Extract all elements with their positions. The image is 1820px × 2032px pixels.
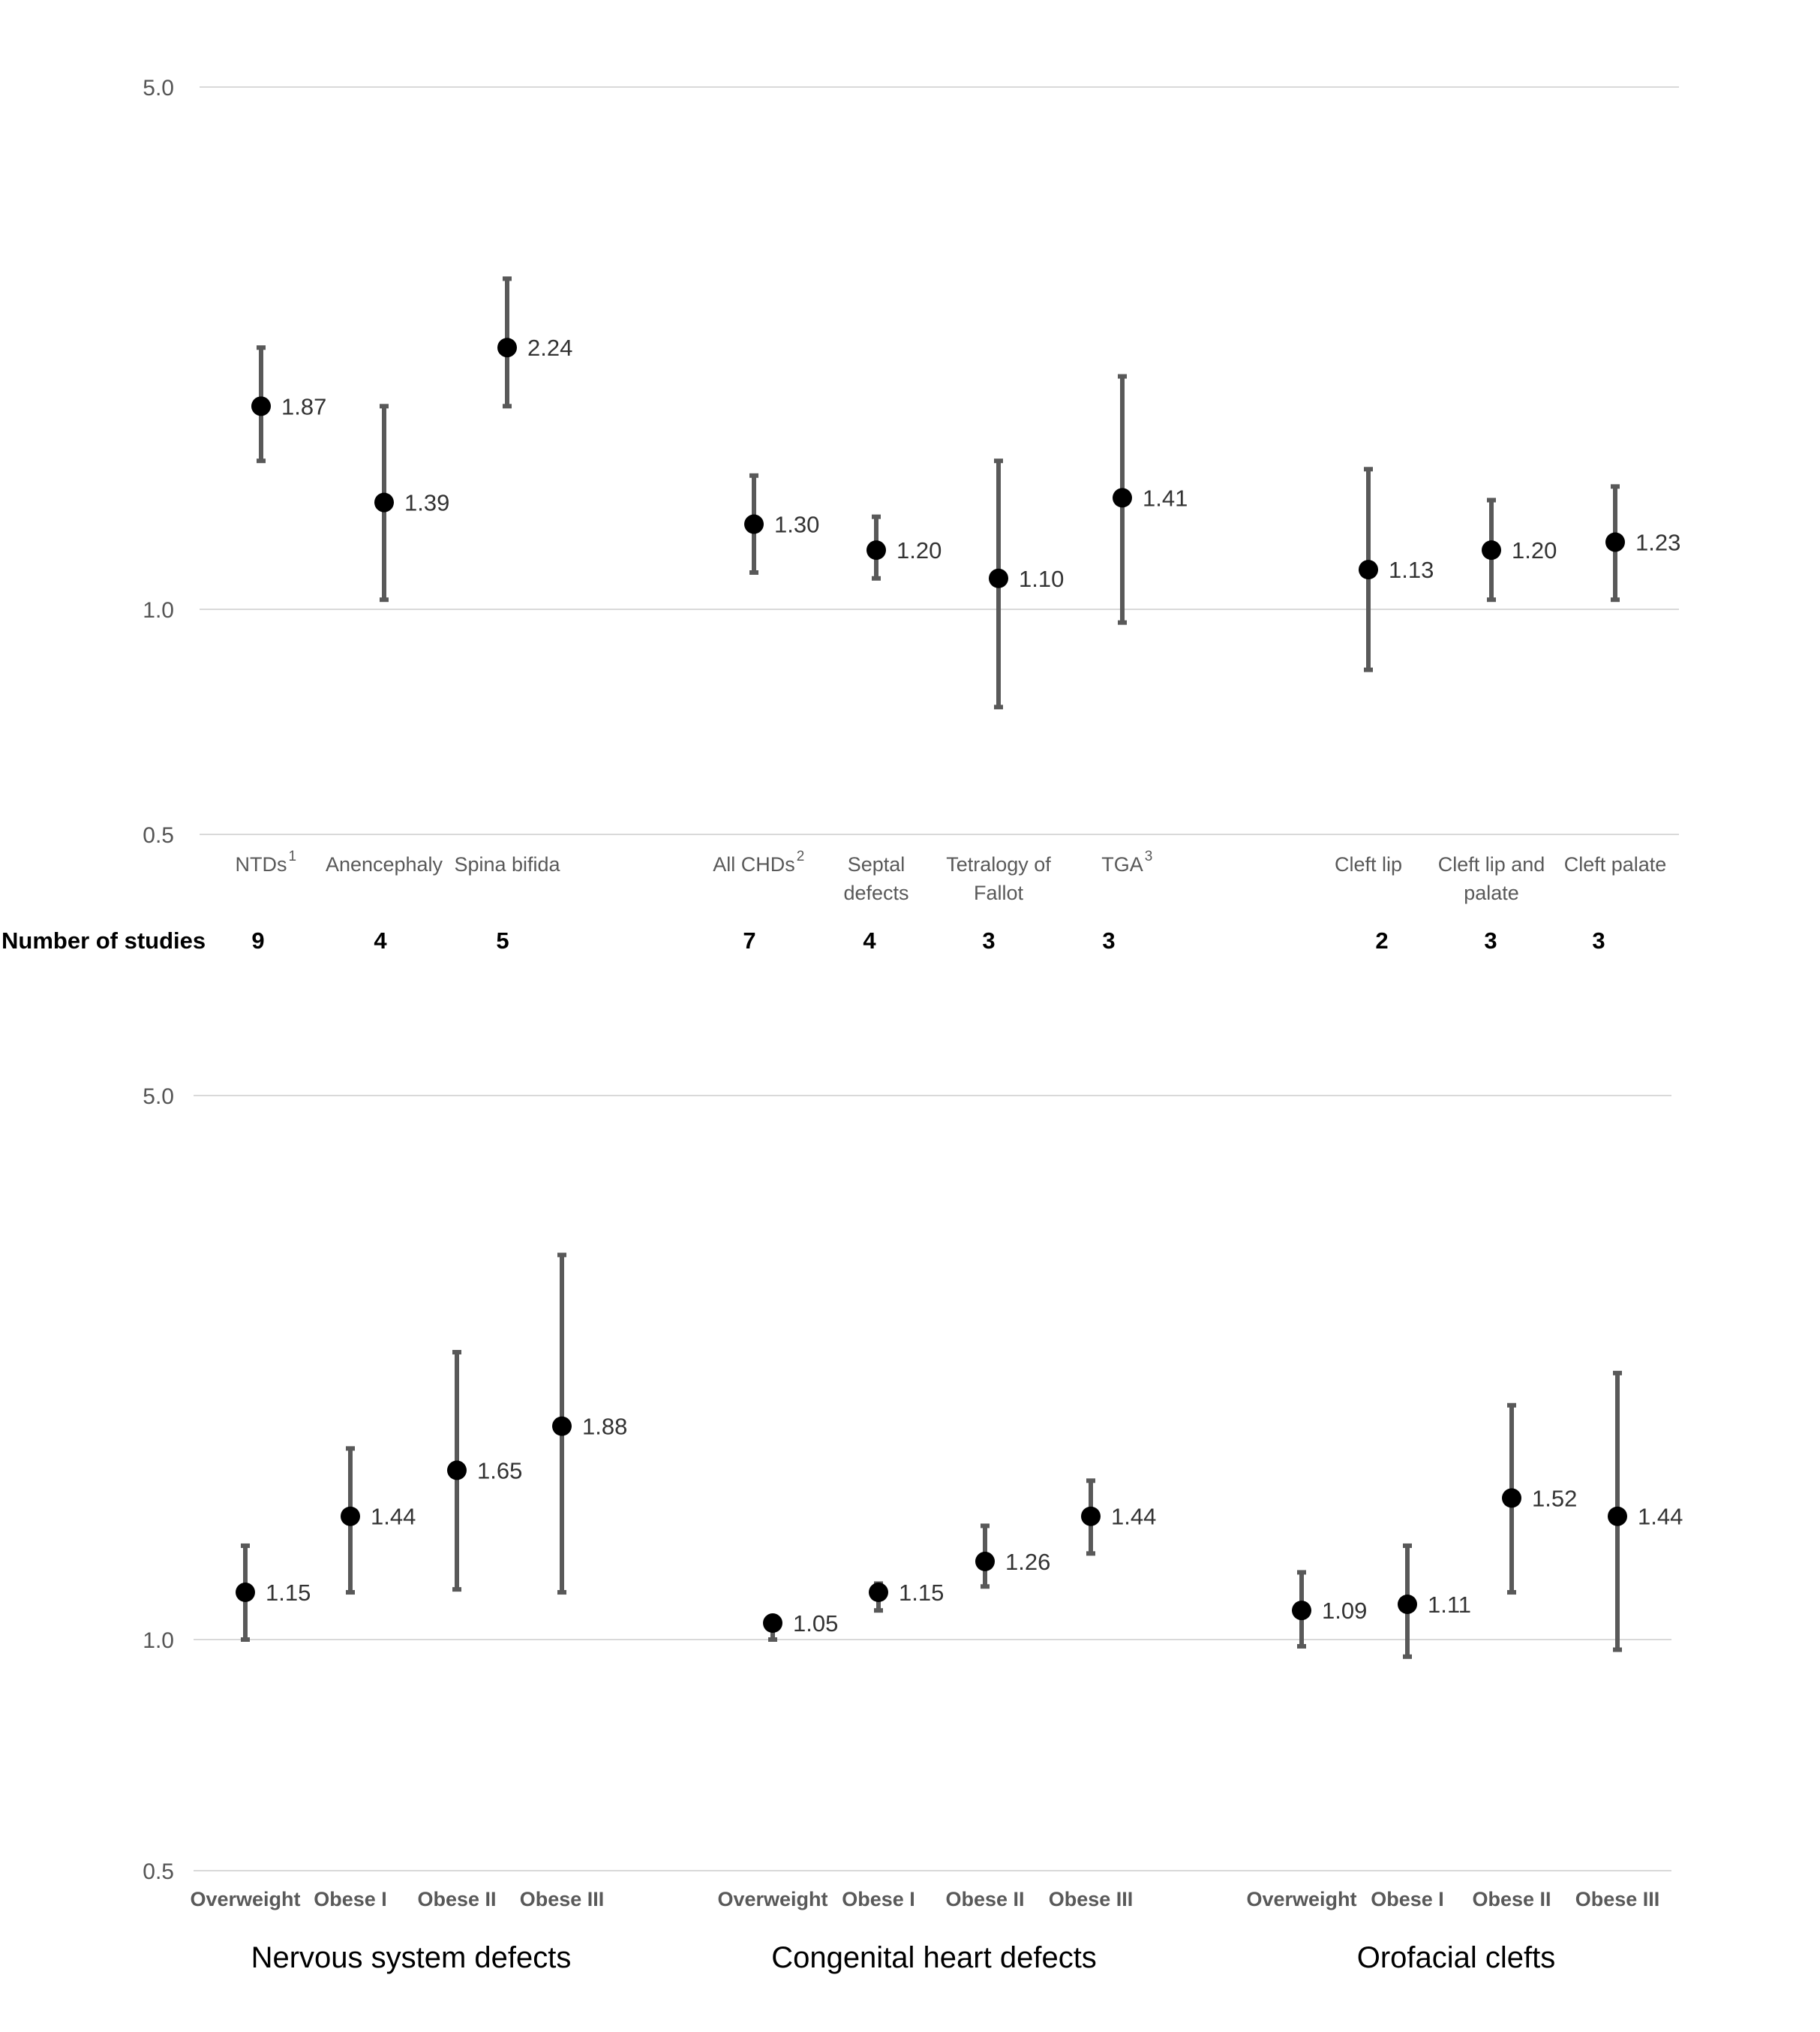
data-label: 1.44 [1638,1504,1683,1530]
category-label: TGA [1101,853,1143,876]
category-label: Tetralogy of Fallot [946,853,1051,904]
data-point [975,1551,995,1571]
data-point [744,514,764,534]
footnote-marker: 1 [289,849,297,864]
category-label: Obese II [417,1888,496,1910]
data-point [236,1583,255,1603]
study-count: 9 [251,927,264,954]
study-count: 2 [1375,927,1388,954]
data-label: 1.11 [1428,1592,1471,1618]
study-count: 5 [496,927,509,954]
study-count: 4 [863,927,876,954]
data-label: 1.15 [266,1580,311,1606]
data-label: 1.65 [477,1457,522,1483]
category-label: Septal defects [843,853,908,904]
data-point [1292,1601,1311,1621]
data-label: 1.20 [896,537,942,564]
category-label: Anencephaly [326,853,443,876]
data-point [1608,1506,1627,1526]
data-label: 1.05 [793,1610,838,1637]
data-point [251,396,271,416]
category-label: Cleft lip and palate [1438,853,1545,904]
category-label: Obese III [520,1888,605,1910]
data-point [1113,488,1132,508]
y-tick-label: 1.0 [143,598,174,623]
data-point [763,1613,782,1634]
data-point [374,492,394,513]
data-point [552,1416,572,1436]
top-panel: 5.0 1.0 0.5 1.87 NTDs 1 9 1.39 Anencephaly 4 2.24 S… [2,76,1680,954]
data-point [1605,532,1625,552]
data-point [1081,1506,1101,1526]
data-label: 1.44 [371,1504,416,1530]
data-label: 1.20 [1512,537,1557,564]
category-label: Obese I [1371,1888,1444,1910]
data-label: 1.23 [1635,529,1680,555]
data-label: 1.87 [281,393,326,419]
y-tick-label: 5.0 [143,76,174,101]
category-label: NTDs [236,853,287,876]
data-point [1359,560,1378,580]
study-count: 3 [1484,927,1497,954]
data-point [1482,540,1501,561]
study-count: 7 [743,927,755,954]
y-tick-label: 0.5 [143,823,174,848]
data-label: 1.26 [1005,1549,1050,1575]
y-tick-label: 1.0 [143,1628,174,1653]
data-label: 1.15 [899,1580,944,1606]
data-point [866,540,886,561]
data-label: 2.24 [527,335,572,361]
study-count: 3 [1102,927,1115,954]
study-count: 4 [374,927,387,954]
data-label: 1.30 [774,512,819,538]
data-point [1502,1488,1521,1508]
data-label: 1.10 [1019,566,1064,592]
data-label: 1.88 [582,1414,627,1440]
y-tick-label: 5.0 [143,1084,174,1109]
category-label: Obese III [1575,1888,1660,1910]
category-label: Obese I [842,1888,915,1910]
bottom-panel: 5.0 1.0 0.5 1.15 Overweight 1.44 Obese I 1.65 Ob… [143,1084,1683,1974]
data-point [447,1460,467,1480]
category-label: Obese II [1472,1888,1551,1910]
data-label: 1.41 [1143,485,1188,511]
category-label: Obese I [314,1888,387,1910]
category-label: Overweight [717,1888,827,1910]
category-label: All CHDs [713,853,795,876]
data-label: 1.52 [1532,1485,1577,1511]
data-label: 1.13 [1389,557,1434,583]
category-label: Overweight [190,1888,300,1910]
group-label: Nervous system defects [251,1941,572,1974]
data-point [497,338,517,358]
category-label: Obese II [945,1888,1024,1910]
data-point [869,1583,888,1603]
category-label: Spina bifida [454,853,560,876]
category-label: Cleft lip [1335,853,1402,876]
group-label: Orofacial clefts [1357,1941,1556,1974]
study-count: 3 [1592,927,1605,954]
data-label: 1.09 [1322,1598,1367,1624]
category-label: Overweight [1246,1888,1356,1910]
footnote-marker: 2 [797,849,805,864]
footnote-marker: 3 [1145,849,1153,864]
data-label: 1.44 [1111,1504,1156,1530]
data-point [341,1506,360,1526]
data-point [989,568,1008,588]
row-header-number-of-studies: Number of studies [2,927,206,954]
group-label: Congenital heart defects [771,1941,1097,1974]
study-count: 3 [982,927,995,954]
data-point [1398,1594,1417,1614]
category-label: Obese III [1049,1888,1134,1910]
category-label: Cleft palate [1564,853,1667,876]
y-tick-label: 0.5 [143,1859,174,1884]
data-label: 1.39 [404,490,449,516]
